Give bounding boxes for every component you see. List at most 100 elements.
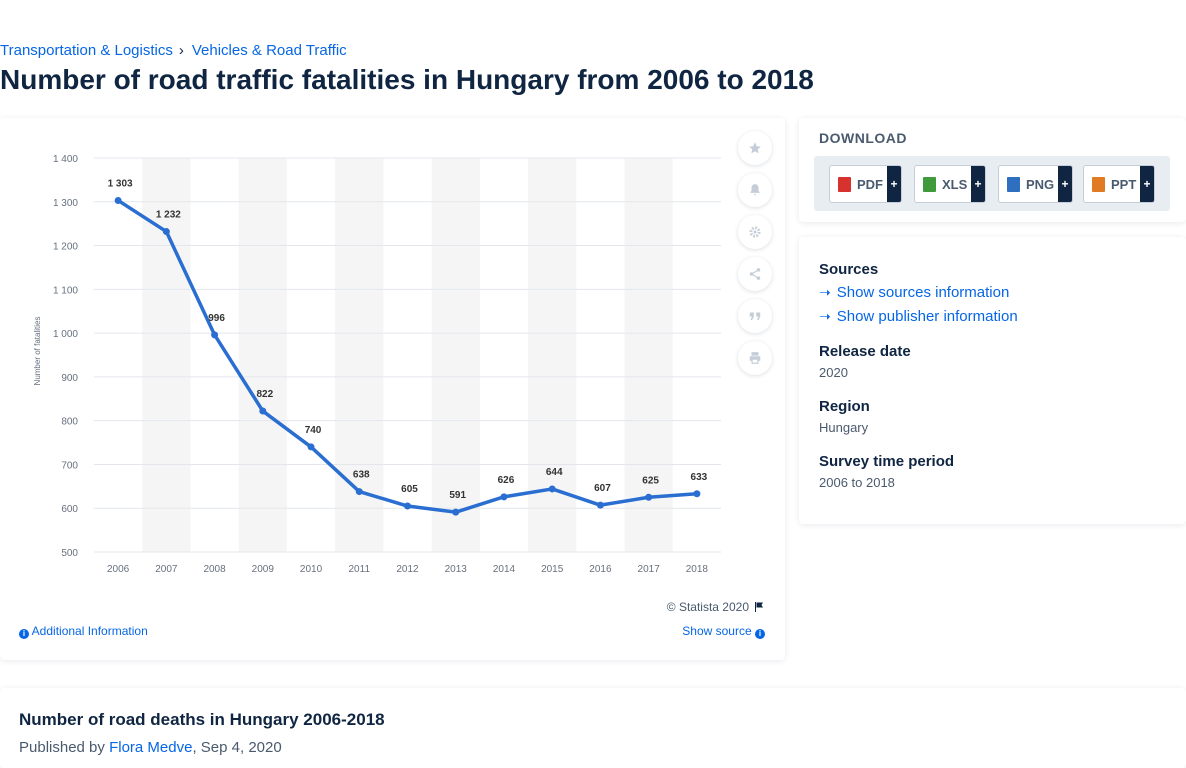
x-tick-label: 2007: [155, 564, 178, 575]
data-label: 740: [305, 425, 322, 436]
data-label: 605: [401, 484, 418, 495]
y-tick-label: 800: [61, 417, 78, 428]
x-tick-label: 2015: [541, 564, 564, 575]
notification-button[interactable]: [738, 173, 772, 207]
data-point: [259, 407, 267, 415]
show-source-link[interactable]: Show source i: [682, 624, 765, 639]
x-tick-label: 2010: [300, 564, 323, 575]
info-icon: i: [19, 629, 29, 639]
show-sources-label: Show sources information: [836, 284, 1010, 301]
series-line: [116, 198, 699, 514]
data-label: 607: [594, 483, 611, 494]
breadcrumb-link-transportation[interactable]: Transportation & Logistics: [0, 42, 173, 59]
article-byline: Published by Flora Medve, Sep 4, 2020: [19, 739, 282, 756]
y-tick-label: 1 200: [53, 242, 78, 253]
data-point: [500, 493, 508, 501]
chart-card: 500 600 700 800 900 1 000 1 100 1 200 1 300 1 400…: [0, 118, 785, 660]
data-label: 996: [208, 313, 225, 324]
breadcrumb-separator: ›: [178, 42, 184, 59]
png-file-icon: [1007, 176, 1020, 192]
data-point: [645, 493, 653, 501]
x-tick-label: 2018: [686, 564, 709, 575]
column-band: [335, 158, 384, 552]
x-tick-label: 2016: [589, 564, 612, 575]
author-link[interactable]: Flora Medve: [109, 739, 193, 756]
x-tick-label: 2008: [203, 564, 226, 575]
show-sources-link[interactable]: ➝ Show sources information: [819, 284, 1009, 301]
region-label: Region: [819, 398, 870, 415]
print-icon: [749, 352, 761, 364]
download-xls-button[interactable]: XLS +: [914, 165, 986, 203]
show-publisher-link[interactable]: ➝ Show publisher information: [819, 308, 1018, 325]
line-chart: 500 600 700 800 900 1 000 1 100 1 200 1 300 1 400…: [33, 154, 721, 575]
y-tick-label: 1 100: [53, 285, 78, 296]
data-point: [693, 490, 701, 498]
y-axis-title: Number of fatalities: [33, 317, 42, 386]
x-tick-label: 2006: [107, 564, 130, 575]
data-point: [355, 488, 363, 496]
plus-icon: +: [1058, 166, 1072, 202]
y-tick-label: 1 000: [53, 329, 78, 340]
chart-toolbar: [738, 131, 772, 383]
data-label: 822: [256, 389, 273, 400]
download-pdf-button[interactable]: PDF +: [829, 165, 902, 203]
download-ppt-button[interactable]: PPT +: [1083, 165, 1155, 203]
show-source-label: Show source: [682, 624, 752, 638]
article-card: Number of road deaths in Hungary 2006-20…: [0, 688, 1186, 768]
data-point: [548, 485, 556, 493]
y-tick-label: 900: [61, 373, 78, 384]
additional-information-link[interactable]: i Additional Information: [19, 624, 148, 639]
published-by-label: Published by: [19, 739, 105, 756]
download-png-button[interactable]: PNG +: [998, 165, 1073, 203]
download-png-label: PNG: [1026, 176, 1055, 192]
x-tick-label: 2009: [252, 564, 275, 575]
share-button[interactable]: [738, 257, 772, 291]
download-xls-label: XLS: [942, 176, 968, 192]
data-label: 1 232: [156, 210, 181, 221]
y-tick-label: 1 300: [53, 198, 78, 209]
data-label: 626: [498, 475, 515, 486]
breadcrumb: Transportation & Logistics › Vehicles & …: [0, 42, 347, 59]
arrow-right-icon: ➝: [819, 308, 831, 324]
release-date-value: 2020: [819, 365, 848, 380]
print-button[interactable]: [738, 341, 772, 375]
flag-icon[interactable]: [753, 601, 765, 613]
column-band: [624, 158, 673, 552]
data-point: [307, 443, 315, 451]
settings-button[interactable]: [738, 215, 772, 249]
plus-icon: +: [1140, 166, 1154, 202]
share-icon: [749, 268, 761, 280]
x-tick-label: 2017: [638, 564, 661, 575]
download-title: DOWNLOAD: [819, 130, 907, 146]
statistic-details-card: Sources ➝ Show sources information ➝ Sho…: [799, 237, 1186, 524]
publish-date: , Sep 4, 2020: [192, 739, 282, 756]
column-band: [238, 158, 287, 552]
region-value: Hungary: [819, 420, 869, 435]
article-title: Number of road deaths in Hungary 2006-20…: [19, 710, 385, 729]
breadcrumb-link-vehicles[interactable]: Vehicles & Road Traffic: [191, 42, 347, 59]
survey-period-label: Survey time period: [819, 453, 955, 470]
y-tick-label: 700: [61, 460, 78, 471]
plus-icon: +: [887, 166, 901, 202]
download-card: DOWNLOAD PDF + XLS + PNG + PPT +: [799, 118, 1186, 222]
y-tick-label: 1 400: [53, 154, 78, 165]
x-tick-label: 2013: [445, 564, 468, 575]
download-ppt-label: PPT: [1111, 176, 1137, 192]
data-label: 625: [642, 475, 659, 486]
y-tick-label: 500: [61, 548, 78, 559]
show-publisher-label: Show publisher information: [836, 308, 1018, 325]
star-icon: [749, 142, 761, 154]
data-label: 1 303: [108, 178, 133, 189]
download-pdf-label: PDF: [857, 176, 883, 192]
download-bar: PDF + XLS + PNG + PPT +: [814, 156, 1170, 211]
copyright-text: © Statista 2020: [666, 600, 749, 614]
ppt-file-icon: [1092, 176, 1105, 192]
favorite-button[interactable]: [738, 131, 772, 165]
cite-button[interactable]: [738, 299, 772, 333]
sources-label: Sources: [819, 261, 879, 278]
data-point: [211, 331, 219, 339]
data-label: 644: [546, 467, 563, 478]
x-tick-label: 2014: [493, 564, 516, 575]
bell-icon: [750, 184, 760, 196]
info-icon: i: [755, 629, 765, 639]
